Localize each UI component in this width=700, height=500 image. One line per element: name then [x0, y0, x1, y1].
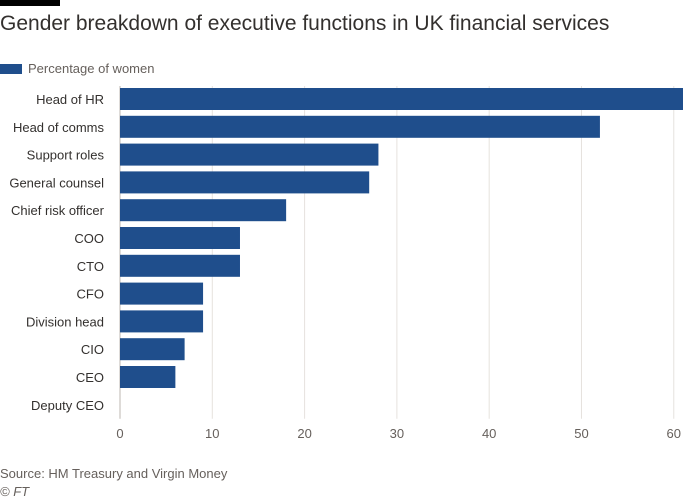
- category-label: Chief risk officer: [11, 203, 105, 218]
- bar: [120, 310, 204, 333]
- category-label: COO: [74, 231, 104, 246]
- bar-chart: Head of HR Head of comms Support roles Gene…: [9, 86, 683, 441]
- category-label: CFO: [77, 287, 104, 302]
- bar: [120, 115, 600, 138]
- x-tick-label: 50: [574, 426, 588, 441]
- x-tick-label: 20: [297, 426, 311, 441]
- category-label: Division head: [26, 314, 104, 329]
- category-label: General counsel: [9, 175, 104, 190]
- category-label: Head of HR: [36, 92, 104, 107]
- bar: [120, 199, 287, 222]
- category-label: CEO: [76, 370, 104, 385]
- x-tick-label: 30: [390, 426, 404, 441]
- bar: [120, 88, 683, 110]
- x-tick-label: 40: [482, 426, 496, 441]
- copyright-credit: © FT: [0, 484, 30, 499]
- bar: [120, 143, 379, 166]
- chart-title: Gender breakdown of executive functions …: [0, 12, 610, 35]
- legend-label: Percentage of women: [28, 61, 155, 76]
- legend-swatch: [0, 63, 22, 74]
- bar: [120, 171, 370, 194]
- legend: Percentage of women: [0, 61, 154, 76]
- category-label: Deputy CEO: [31, 398, 104, 413]
- bar: [120, 366, 176, 388]
- x-tick-label: 10: [205, 426, 219, 441]
- source-note: Source: HM Treasury and Virgin Money: [0, 466, 228, 481]
- category-label: CTO: [77, 259, 104, 274]
- category-label: Support roles: [27, 148, 105, 163]
- x-tick-label: 0: [116, 426, 123, 441]
- x-tick-label: 60: [667, 426, 681, 441]
- bar: [120, 338, 185, 361]
- bar: [120, 227, 240, 249]
- bar: [120, 282, 204, 305]
- top-accent-rule: [0, 0, 60, 6]
- bar: [120, 254, 240, 277]
- category-label: CIO: [81, 342, 104, 357]
- category-label: Head of comms: [13, 120, 105, 135]
